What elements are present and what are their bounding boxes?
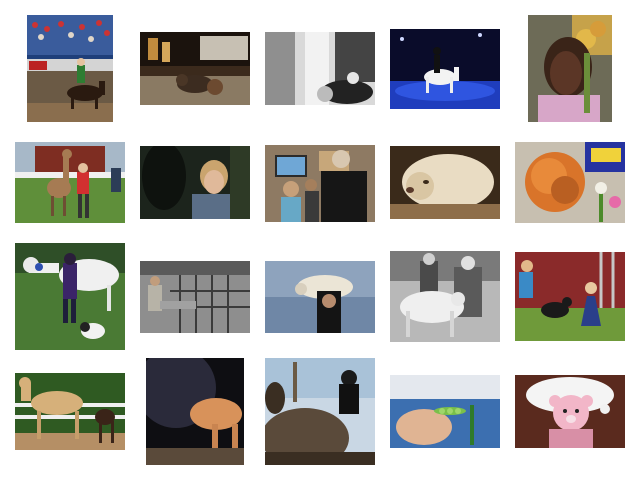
photo-thumbnail[interactable] [146,358,244,465]
photo-thumbnail[interactable] [390,29,500,109]
photo-thumbnail[interactable] [528,15,612,122]
photo-thumbnail[interactable] [390,146,500,219]
photo-thumbnail[interactable] [27,15,113,122]
photo-thumbnail[interactable] [390,251,500,342]
photo-thumbnail[interactable] [15,243,125,350]
photo-thumbnail[interactable] [140,32,250,105]
photo-thumbnail[interactable] [515,142,625,223]
photo-thumbnail[interactable] [390,375,500,448]
photo-thumbnail[interactable] [15,142,125,223]
photo-thumbnail[interactable] [265,358,375,465]
photo-thumbnail[interactable] [140,146,250,219]
photo-thumbnail[interactable] [15,373,125,450]
photo-thumbnail[interactable] [265,32,375,105]
photo-thumbnail[interactable] [515,252,625,341]
photo-thumbnail[interactable] [265,261,375,333]
photo-thumbnail[interactable] [140,261,250,333]
photo-thumbnail[interactable] [265,145,375,222]
photo-thumbnail[interactable] [515,375,625,448]
